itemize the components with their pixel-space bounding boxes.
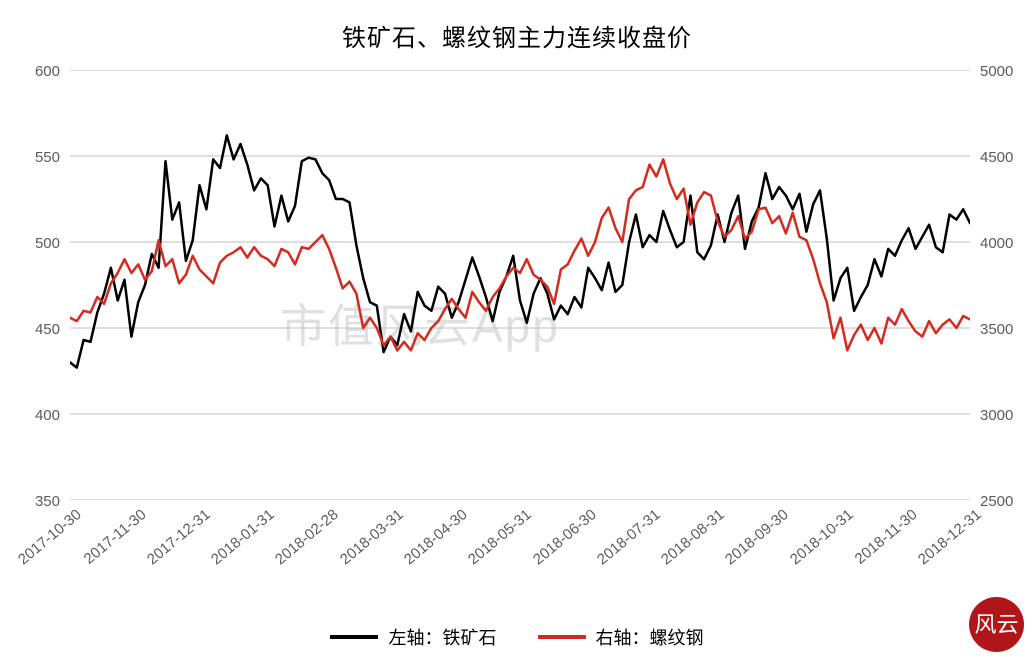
x-label: 2018-01-31 <box>208 506 278 568</box>
x-label: 2018-08-31 <box>658 506 728 568</box>
x-label: 2018-04-30 <box>401 506 471 568</box>
y-right-label: 3500 <box>970 321 1013 338</box>
x-label: 2018-09-30 <box>722 506 792 568</box>
chart-container: 铁矿石、螺纹钢主力连续收盘价 市值风云App 35040045050055060… <box>0 0 1034 662</box>
y-right-label: 4000 <box>970 235 1013 252</box>
y-left-label: 400 <box>35 407 70 424</box>
y-right-label: 2500 <box>970 493 1013 510</box>
y-left-label: 450 <box>35 321 70 338</box>
x-label: 2018-03-31 <box>337 506 407 568</box>
x-label: 2018-12-31 <box>915 506 985 568</box>
brand-stamp: 风云 <box>969 597 1024 652</box>
y-left-label: 550 <box>35 149 70 166</box>
legend-item-iron-ore: 左轴：铁矿石 <box>330 624 496 650</box>
chart-title: 铁矿石、螺纹钢主力连续收盘价 <box>0 18 1034 53</box>
y-left-label: 600 <box>35 63 70 80</box>
x-label: 2018-05-31 <box>465 506 535 568</box>
chart-svg <box>70 70 970 500</box>
y-left-label: 350 <box>35 493 70 510</box>
plot-area: 3504004505005506002500300035004000450050… <box>70 70 970 500</box>
y-left-label: 500 <box>35 235 70 252</box>
y-right-label: 5000 <box>970 63 1013 80</box>
y-right-label: 3000 <box>970 407 1013 424</box>
x-label: 2018-11-30 <box>852 506 921 568</box>
x-label: 2017-11-30 <box>80 506 149 568</box>
x-label: 2018-06-30 <box>530 506 600 568</box>
x-label: 2017-10-30 <box>15 506 85 568</box>
legend-label-rebar: 右轴：螺纹钢 <box>596 624 704 650</box>
legend-swatch-iron-ore <box>330 635 378 639</box>
x-label: 2018-02-28 <box>272 506 342 568</box>
legend: 左轴：铁矿石 右轴：螺纹钢 <box>0 624 1034 650</box>
brand-stamp-text: 风云 <box>974 614 1018 636</box>
x-label: 2018-10-31 <box>787 506 857 568</box>
y-right-label: 4500 <box>970 149 1013 166</box>
legend-swatch-rebar <box>538 635 586 639</box>
x-label: 2017-12-31 <box>144 506 214 568</box>
legend-item-rebar: 右轴：螺纹钢 <box>538 624 704 650</box>
x-label: 2018-07-31 <box>594 506 664 568</box>
legend-label-iron-ore: 左轴：铁矿石 <box>388 624 496 650</box>
